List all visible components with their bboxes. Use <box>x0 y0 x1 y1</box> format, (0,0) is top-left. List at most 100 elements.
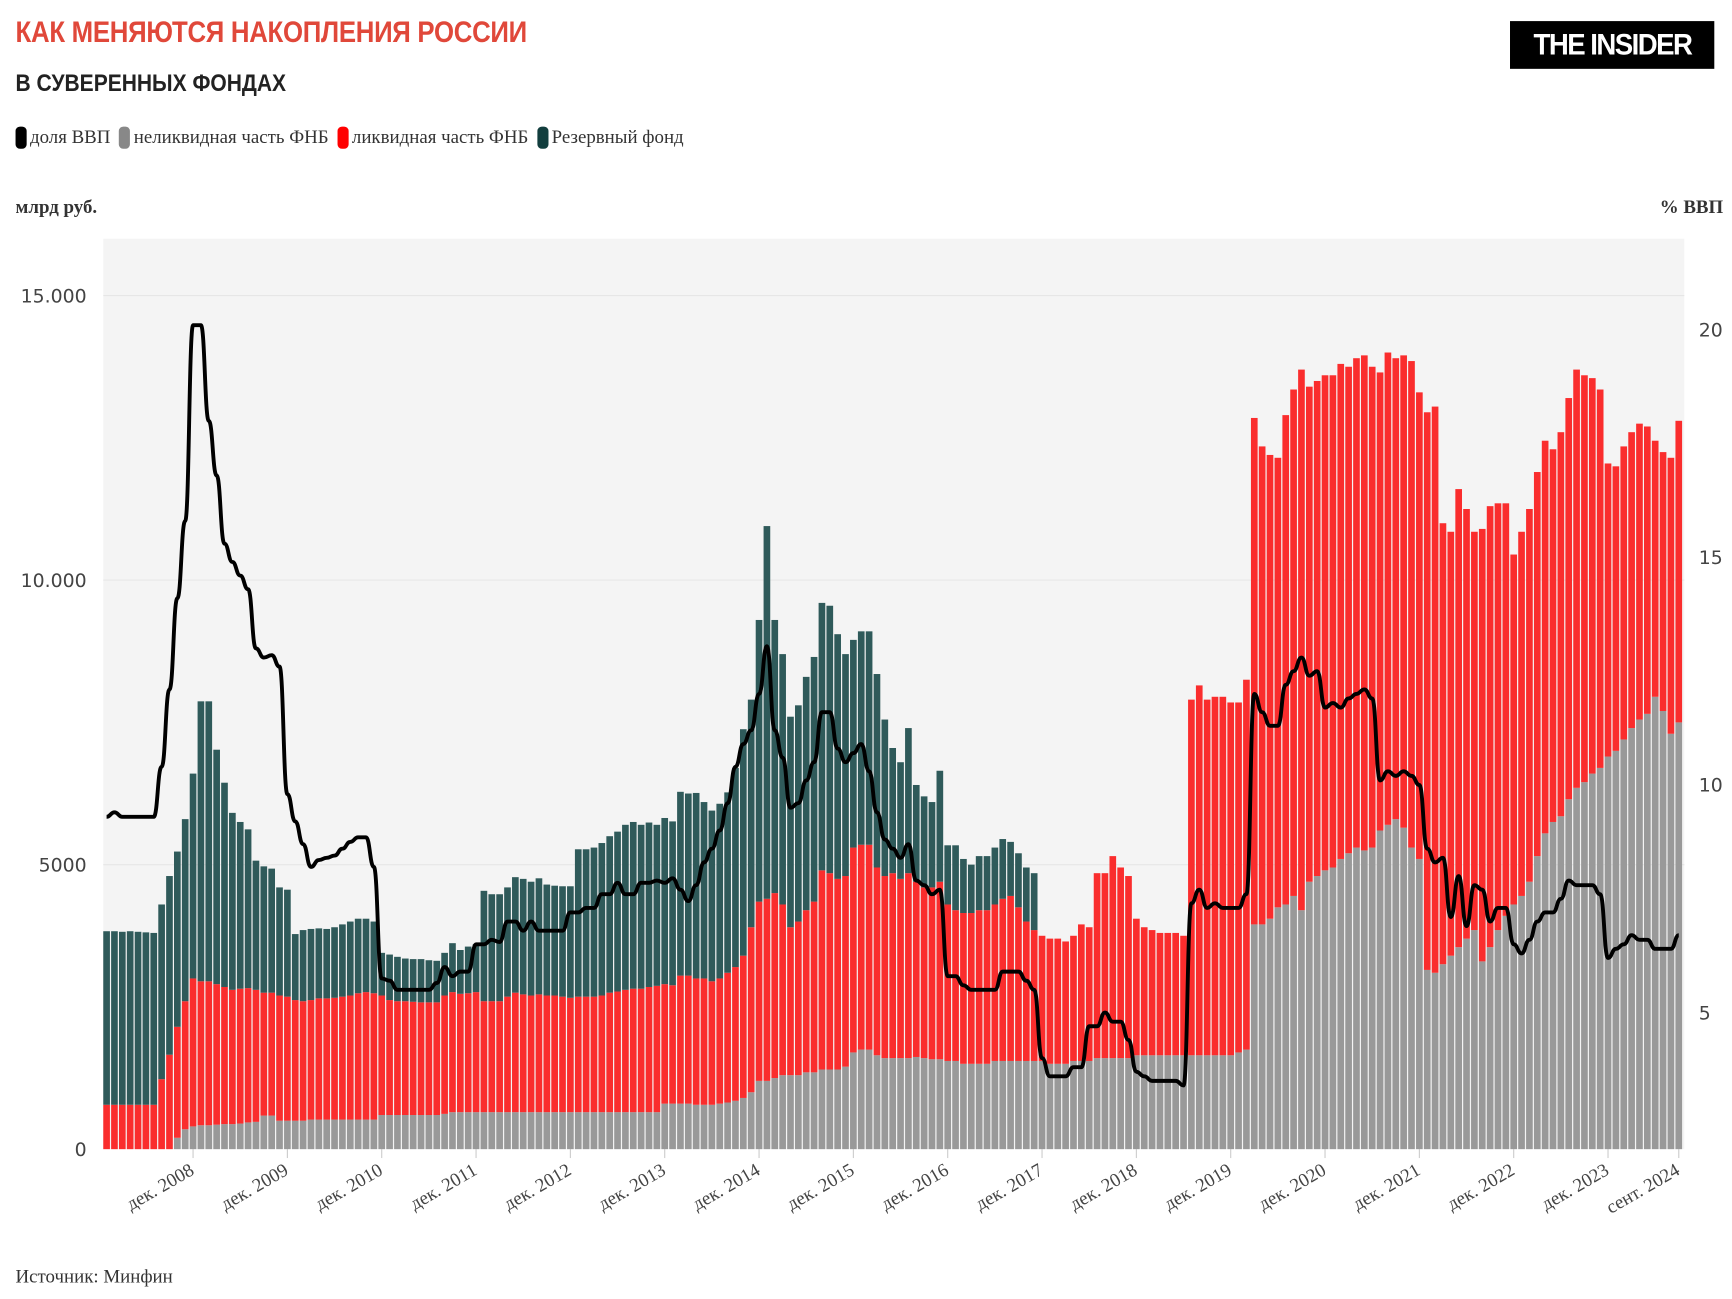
bar-reserve <box>637 824 645 989</box>
bar-reserve <box>567 886 574 998</box>
bar-liquid <box>236 988 244 1124</box>
legend-item-reserve: Резервный фонд <box>537 126 684 149</box>
bar-illiquid <box>928 1059 936 1150</box>
bar-liquid <box>464 993 472 1113</box>
bar-reserve <box>299 930 307 1002</box>
bar-liquid <box>1533 472 1541 857</box>
bar-liquid <box>1439 523 1447 965</box>
bar-liquid <box>1471 531 1478 931</box>
bar-illiquid <box>567 1112 574 1150</box>
bar-reserve <box>472 944 480 993</box>
bar-liquid <box>315 998 323 1120</box>
bar-illiquid <box>1510 904 1518 1150</box>
bar-liquid <box>1478 528 1486 962</box>
bar-illiquid <box>181 1129 189 1150</box>
legend-item-liquid: ликвидная часть ФНБ <box>337 126 528 149</box>
x-tick-label: дек. 2012 <box>500 1160 575 1215</box>
bar-illiquid <box>755 1080 763 1150</box>
bar-liquid <box>1345 366 1352 854</box>
bar-liquid <box>842 876 849 1067</box>
bar-reserve <box>763 526 771 899</box>
bar-liquid <box>692 978 700 1105</box>
bar-liquid <box>1101 873 1109 1059</box>
bar-reserve <box>787 716 794 928</box>
bar-liquid <box>960 913 967 1064</box>
bar-illiquid <box>787 1075 794 1150</box>
bar-illiquid <box>1219 1055 1227 1150</box>
bar-reserve <box>802 676 810 911</box>
bar-illiquid <box>661 1103 669 1150</box>
bar-liquid <box>197 981 205 1126</box>
bar-liquid <box>747 927 755 1093</box>
bar-illiquid <box>504 1112 511 1150</box>
bar-illiquid <box>1274 907 1282 1150</box>
bar-illiquid <box>307 1119 315 1150</box>
bar-illiquid <box>975 1063 983 1150</box>
bar-liquid <box>1659 452 1667 712</box>
bar-illiquid <box>1526 881 1533 1150</box>
bar-reserve <box>897 762 904 879</box>
x-tick-label: сент. 2024 <box>1603 1159 1684 1218</box>
bar-illiquid <box>1478 961 1486 1150</box>
bar-liquid <box>1133 918 1140 1056</box>
bar-liquid <box>1612 466 1620 751</box>
bar-liquid <box>802 910 810 1073</box>
bar-illiquid <box>378 1115 386 1150</box>
bar-reserve <box>944 845 952 905</box>
bar-illiquid <box>960 1063 967 1150</box>
bar-reserve <box>221 782 228 987</box>
bar-liquid <box>1588 378 1596 774</box>
bar-illiquid <box>1588 773 1596 1150</box>
bar-illiquid <box>1250 924 1258 1150</box>
bar-liquid <box>1455 489 1462 948</box>
legend: доля ВВП неликвидная часть ФНБ ликвидная… <box>15 126 684 149</box>
bar-liquid <box>1046 938 1054 1064</box>
the-insider-logo: THE INSIDER <box>1510 21 1715 69</box>
bar-liquid <box>629 988 637 1113</box>
bar-illiquid <box>417 1115 425 1150</box>
bar-reserve <box>126 931 134 1105</box>
bar-reserve <box>331 927 338 998</box>
y2-tick-label: 20 <box>1699 319 1723 341</box>
bar-illiquid <box>606 1112 614 1150</box>
x-tick-label: дек. 2015 <box>783 1160 858 1215</box>
bar-illiquid <box>519 1112 527 1150</box>
bar-liquid <box>606 992 614 1113</box>
bar-illiquid <box>1313 876 1321 1150</box>
bar-illiquid <box>1596 767 1604 1150</box>
bar-liquid <box>394 1001 401 1116</box>
bar-illiquid <box>409 1115 417 1150</box>
bar-illiquid <box>582 1112 590 1150</box>
bar-liquid <box>1581 375 1588 783</box>
bar-reserve <box>606 836 614 993</box>
bar-liquid <box>386 1000 393 1116</box>
bar-liquid <box>1667 457 1675 734</box>
bar-liquid <box>1361 355 1368 851</box>
bar-liquid <box>456 993 464 1113</box>
bar-reserve <box>708 810 716 982</box>
bar-liquid <box>944 904 952 1061</box>
bar-reserve <box>111 931 118 1105</box>
bar-liquid <box>1565 398 1573 800</box>
bar-reserve <box>315 928 323 999</box>
bar-illiquid <box>1054 1063 1062 1150</box>
bar-illiquid <box>1549 821 1557 1150</box>
bar-liquid <box>755 901 763 1081</box>
bar-illiquid <box>1368 847 1376 1150</box>
bar-liquid <box>244 988 252 1123</box>
bar-illiquid <box>1423 969 1431 1150</box>
bar-reserve <box>441 952 448 996</box>
bar-reserve <box>291 934 299 1001</box>
bar-liquid <box>1494 503 1502 931</box>
x-tick-label: дек. 2019 <box>1161 1160 1236 1215</box>
bar-liquid <box>716 978 724 1104</box>
bar-reserve <box>1030 873 1038 931</box>
bar-reserve <box>983 856 991 911</box>
bar-liquid <box>661 984 669 1104</box>
bar-illiquid <box>834 1069 841 1150</box>
bar-liquid <box>677 975 684 1104</box>
bar-illiquid <box>810 1072 818 1150</box>
bar-illiquid <box>551 1112 558 1150</box>
bar-reserve <box>103 931 110 1105</box>
